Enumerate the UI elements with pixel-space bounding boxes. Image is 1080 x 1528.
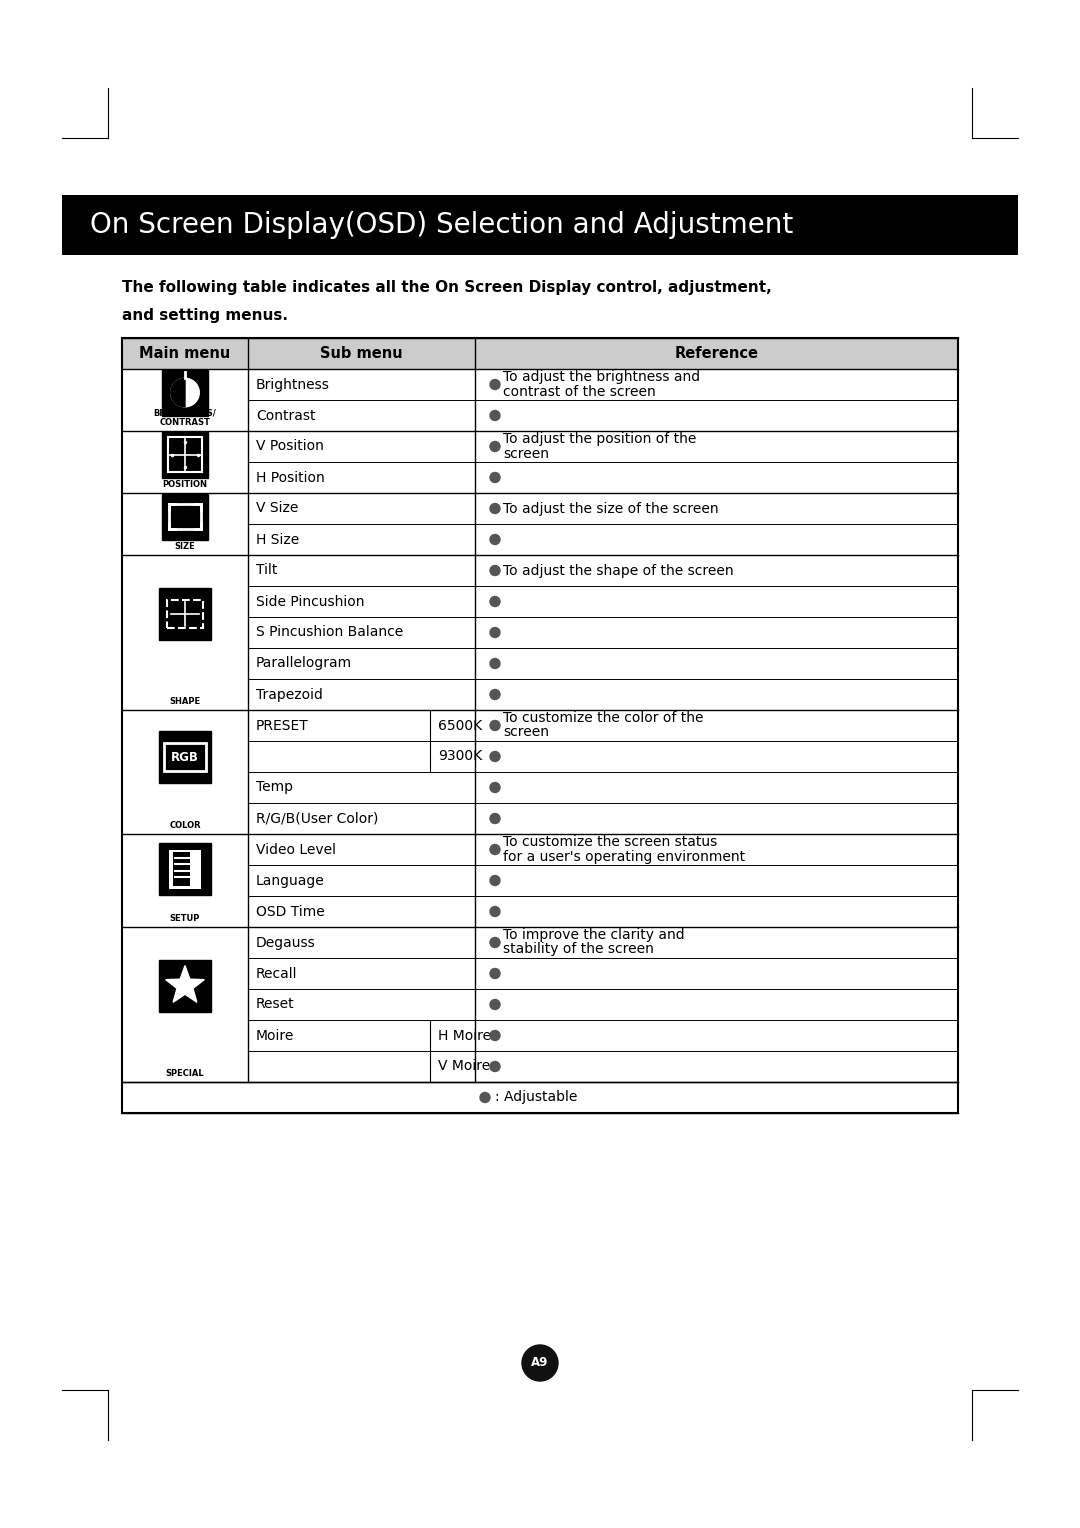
Circle shape [490, 969, 500, 978]
Text: and setting menus.: and setting menus. [122, 309, 288, 322]
Text: Temp: Temp [256, 781, 293, 795]
Circle shape [490, 565, 500, 576]
Circle shape [490, 1030, 500, 1041]
Text: To customize the color of the: To customize the color of the [503, 712, 703, 726]
Circle shape [490, 659, 500, 669]
Bar [122, 338, 958, 1112]
Bar [159, 960, 211, 1012]
Circle shape [490, 472, 500, 483]
Text: SHAPE: SHAPE [170, 697, 201, 706]
Text: SETUP: SETUP [170, 914, 200, 923]
Text: Video Level: Video Level [256, 842, 336, 857]
Text: OSD Time: OSD Time [256, 905, 325, 918]
Text: Brightness: Brightness [256, 377, 329, 391]
Circle shape [490, 596, 500, 607]
Text: H Moire: H Moire [438, 1028, 491, 1042]
Text: S Pincushion Balance: S Pincushion Balance [256, 625, 403, 640]
Text: COLOR: COLOR [170, 821, 201, 830]
Text: Moire: Moire [256, 1028, 295, 1042]
Bar [167, 437, 202, 472]
Polygon shape [165, 966, 204, 1002]
Text: V Size: V Size [256, 501, 298, 515]
Text: screen: screen [503, 446, 549, 460]
Bar [122, 338, 958, 368]
Circle shape [490, 876, 500, 886]
Bar [173, 853, 190, 886]
Text: V Moire: V Moire [438, 1059, 490, 1074]
Text: contrast of the screen: contrast of the screen [503, 385, 656, 399]
Circle shape [490, 504, 500, 513]
Text: SIZE: SIZE [175, 542, 195, 552]
Circle shape [490, 1062, 500, 1071]
Text: V Position: V Position [256, 440, 324, 454]
Text: To improve the clarity and: To improve the clarity and [503, 929, 685, 943]
Circle shape [490, 752, 500, 761]
Text: H Size: H Size [256, 532, 299, 547]
Circle shape [480, 1093, 490, 1103]
Circle shape [490, 689, 500, 700]
Bar [159, 730, 211, 784]
Text: Reset: Reset [256, 998, 295, 1012]
Text: Side Pincushion: Side Pincushion [256, 594, 365, 608]
Bar [168, 504, 201, 529]
Text: Degauss: Degauss [256, 935, 315, 949]
Bar [159, 843, 211, 895]
Bar [164, 743, 206, 772]
Circle shape [522, 1345, 558, 1381]
Text: To customize the screen status: To customize the screen status [503, 836, 717, 850]
Bar [162, 370, 208, 416]
Circle shape [490, 999, 500, 1010]
Circle shape [171, 379, 199, 406]
Text: RGB: RGB [171, 750, 199, 764]
Text: On Screen Display(OSD) Selection and Adjustment: On Screen Display(OSD) Selection and Adj… [90, 211, 793, 238]
Text: stability of the screen: stability of the screen [503, 943, 653, 957]
Text: 9300K: 9300K [438, 750, 482, 764]
Bar [166, 599, 203, 628]
Circle shape [490, 938, 500, 947]
Bar [159, 588, 211, 640]
Bar [168, 850, 201, 889]
Circle shape [490, 721, 500, 730]
Text: To adjust the position of the: To adjust the position of the [503, 432, 697, 446]
Text: To adjust the brightness and: To adjust the brightness and [503, 370, 700, 385]
Text: Reference: Reference [675, 345, 758, 361]
Text: To adjust the size of the screen: To adjust the size of the screen [503, 501, 718, 515]
Circle shape [490, 535, 500, 544]
Text: Parallelogram: Parallelogram [256, 657, 352, 671]
Text: for a user's operating environment: for a user's operating environment [503, 850, 745, 863]
Text: Sub menu: Sub menu [320, 345, 403, 361]
Text: SPECIAL: SPECIAL [165, 1070, 204, 1077]
Circle shape [490, 782, 500, 793]
Text: : Adjustable: : Adjustable [495, 1091, 578, 1105]
Text: BRIGHTNESS/
CONTRAST: BRIGHTNESS/ CONTRAST [153, 408, 216, 426]
Circle shape [490, 813, 500, 824]
Text: screen: screen [503, 726, 549, 740]
Text: Recall: Recall [256, 967, 297, 981]
Circle shape [490, 379, 500, 390]
Text: POSITION: POSITION [162, 480, 207, 489]
Text: A9: A9 [531, 1357, 549, 1369]
Text: The following table indicates all the On Screen Display control, adjustment,: The following table indicates all the On… [122, 280, 772, 295]
Text: H Position: H Position [256, 471, 325, 484]
Text: Language: Language [256, 874, 325, 888]
Text: R/G/B(User Color): R/G/B(User Color) [256, 811, 378, 825]
Bar [162, 494, 208, 539]
Text: PRESET: PRESET [256, 718, 309, 732]
Circle shape [490, 411, 500, 420]
Bar [62, 196, 1018, 255]
Text: Main menu: Main menu [139, 345, 231, 361]
Text: Contrast: Contrast [256, 408, 315, 423]
Bar [162, 431, 208, 478]
Circle shape [490, 442, 500, 451]
Text: Tilt: Tilt [256, 564, 278, 578]
Wedge shape [171, 379, 185, 406]
Text: 6500K: 6500K [438, 718, 482, 732]
Text: Trapezoid: Trapezoid [256, 688, 323, 701]
Circle shape [490, 845, 500, 854]
Text: To adjust the shape of the screen: To adjust the shape of the screen [503, 564, 733, 578]
Circle shape [490, 906, 500, 917]
Circle shape [490, 628, 500, 637]
